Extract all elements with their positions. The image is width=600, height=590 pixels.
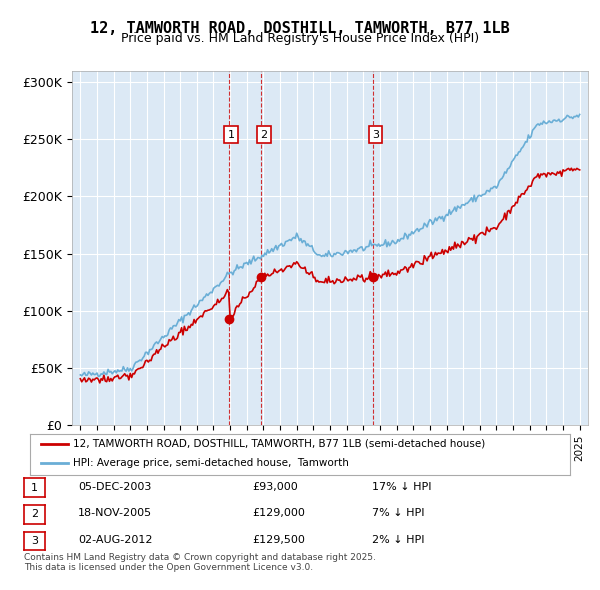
Text: 12, TAMWORTH ROAD, DOSTHILL, TAMWORTH, B77 1LB: 12, TAMWORTH ROAD, DOSTHILL, TAMWORTH, B…	[90, 21, 510, 35]
Text: 3: 3	[372, 130, 379, 139]
Text: 2: 2	[31, 510, 38, 519]
Text: 2: 2	[260, 130, 268, 139]
Text: 1: 1	[228, 130, 235, 139]
Text: 2% ↓ HPI: 2% ↓ HPI	[372, 535, 425, 545]
Text: 7% ↓ HPI: 7% ↓ HPI	[372, 509, 425, 518]
Text: Price paid vs. HM Land Registry's House Price Index (HPI): Price paid vs. HM Land Registry's House …	[121, 32, 479, 45]
Text: 17% ↓ HPI: 17% ↓ HPI	[372, 482, 431, 491]
Text: 3: 3	[31, 536, 38, 546]
Text: £129,500: £129,500	[252, 535, 305, 545]
Text: £129,000: £129,000	[252, 509, 305, 518]
Text: 12, TAMWORTH ROAD, DOSTHILL, TAMWORTH, B77 1LB (semi-detached house): 12, TAMWORTH ROAD, DOSTHILL, TAMWORTH, B…	[73, 439, 485, 449]
Text: 1: 1	[31, 483, 38, 493]
Text: £93,000: £93,000	[252, 482, 298, 491]
Text: HPI: Average price, semi-detached house,  Tamworth: HPI: Average price, semi-detached house,…	[73, 458, 349, 468]
Text: Contains HM Land Registry data © Crown copyright and database right 2025.
This d: Contains HM Land Registry data © Crown c…	[24, 553, 376, 572]
Text: 02-AUG-2012: 02-AUG-2012	[78, 535, 152, 545]
Text: 18-NOV-2005: 18-NOV-2005	[78, 509, 152, 518]
Text: 05-DEC-2003: 05-DEC-2003	[78, 482, 151, 491]
